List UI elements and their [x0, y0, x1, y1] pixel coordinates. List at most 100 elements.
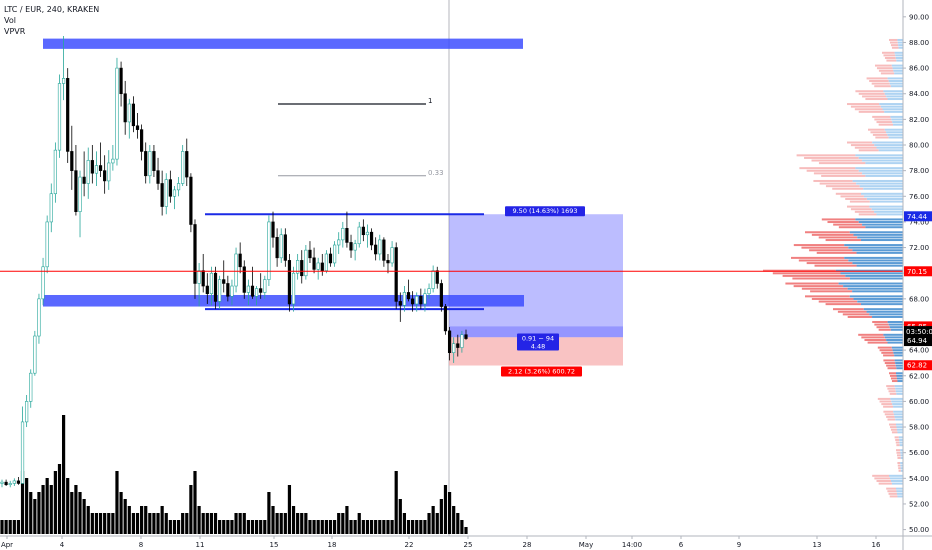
price-tag-upper: 74.44 — [907, 213, 928, 221]
vpvr-up-bar — [860, 239, 903, 242]
candle-body — [222, 279, 226, 284]
price-tick-label: 50.00 — [909, 526, 929, 534]
vpvr-up-bar — [884, 92, 903, 95]
vpvr-down-bar — [825, 185, 860, 188]
vpvr-down-bar — [799, 167, 856, 170]
price-tick-label: 74.00 — [909, 218, 929, 226]
symbol-label[interactable]: LTC / EUR, 240, KRAKEN — [4, 5, 100, 14]
vpvr-down-bar — [838, 226, 866, 229]
volume-bar — [378, 520, 382, 534]
vpvr-down-bar — [897, 464, 901, 467]
volume-bar — [279, 513, 283, 534]
price-axis[interactable]: 50.00 52.00 54.00 56.00 58.00 60.00 62.00 64.00… — [902, 0, 932, 550]
vpvr-down-bar — [877, 397, 891, 400]
vpvr-down-bar — [884, 362, 896, 365]
vpvr-down-bar — [833, 308, 864, 311]
vpvr-down-bar — [870, 131, 887, 134]
vpvr-down-bar — [889, 41, 898, 44]
volume-bar — [176, 520, 181, 534]
vpvr-up-bar — [862, 172, 903, 175]
time-axis[interactable]: Apr 4 8 11 15 18 22 25 28 May 14:00 6 9 13 16 — [0, 535, 932, 549]
candle-body — [398, 301, 402, 306]
indicator-vol[interactable]: Vol — [4, 16, 16, 25]
drawings[interactable]: 1 0.33 9.50 (14.63%) 1693 0.91 ~ 944.48 2.12… — [0, 97, 903, 377]
candle-body — [378, 239, 382, 255]
candle-body — [205, 285, 209, 295]
volume-bar — [263, 520, 267, 534]
candle-body — [234, 253, 238, 287]
position-center-label-text: 4.48 — [531, 342, 545, 350]
vpvr-up-bar — [900, 456, 903, 459]
volume-bar — [66, 478, 70, 534]
vpvr-down-bar — [896, 454, 901, 457]
vpvr-down-bar — [804, 156, 859, 159]
volume-bar — [90, 513, 94, 534]
vpvr-down-bar — [801, 246, 849, 249]
vpvr-histogram — [763, 38, 903, 498]
vpvr-down-bar — [878, 328, 891, 331]
vpvr-up-bar — [863, 187, 903, 190]
vpvr-up-bar — [899, 441, 903, 444]
candle-body — [464, 334, 468, 339]
candle-body — [135, 125, 140, 130]
candle-body — [452, 343, 456, 353]
vpvr-down-bar — [818, 236, 858, 239]
vpvr-up-bar — [883, 90, 903, 93]
vpvr-up-bar — [887, 133, 903, 136]
vpvr-up-bar — [897, 41, 903, 44]
vpvr-up-bar — [896, 490, 903, 493]
candle-body — [279, 234, 283, 259]
candle-body — [296, 260, 300, 274]
volume-bar — [456, 513, 460, 534]
candle-body — [341, 228, 345, 241]
indicator-vpvr[interactable]: VPVR — [4, 27, 26, 36]
volume-bar — [41, 485, 45, 534]
vpvr-down-bar — [854, 210, 875, 213]
vpvr-up-bar — [898, 436, 903, 439]
vpvr-down-bar — [813, 179, 853, 182]
vpvr-up-bar — [849, 277, 903, 280]
position-center-label-text: 0.91 ~ 94 — [522, 334, 554, 342]
volume-bar — [197, 506, 201, 534]
volume-bar — [33, 499, 37, 534]
candle-body — [439, 283, 443, 307]
volume-bar — [156, 513, 160, 534]
candle-body — [70, 151, 74, 171]
vpvr-down-bar — [887, 367, 897, 370]
vpvr-up-bar — [866, 310, 903, 313]
candle-body — [271, 221, 275, 238]
candle-body — [8, 483, 12, 486]
vpvr-up-bar — [855, 154, 903, 157]
vpvr-up-bar — [896, 367, 903, 370]
candle-body — [41, 266, 45, 300]
vpvr-up-bar — [890, 85, 903, 88]
volume-bar — [8, 520, 12, 534]
vpvr-down-bar — [791, 256, 845, 259]
candle-body — [443, 306, 448, 332]
vpvr-down-bar — [818, 300, 858, 303]
volume-bar — [238, 513, 242, 534]
vpvr-up-bar — [847, 287, 903, 290]
chart-legend: LTC / EUR, 240, KRAKEN Vol VPVR — [4, 4, 99, 37]
vpvr-down-bar — [876, 326, 890, 329]
candle-body — [94, 165, 99, 174]
volume-bar — [386, 520, 390, 534]
price-tag-upper-bg — [904, 211, 932, 222]
volume-bar — [427, 513, 431, 534]
candle-body — [164, 179, 168, 207]
zones[interactable] — [43, 38, 524, 311]
vpvr-up-bar — [874, 210, 903, 213]
volume-bar — [140, 506, 144, 534]
vpvr-down-bar — [872, 474, 889, 477]
fib-level-label: 1 — [428, 97, 432, 105]
volume-bar — [230, 520, 234, 534]
candle-body — [148, 151, 152, 177]
vpvr-up-bar — [889, 477, 903, 480]
vpvr-down-bar — [887, 490, 897, 493]
candle-body — [4, 481, 8, 486]
volume-bar — [61, 415, 66, 534]
vpvr-up-bar — [866, 197, 903, 200]
candle-body — [259, 288, 263, 293]
vpvr-up-bar — [898, 46, 903, 49]
